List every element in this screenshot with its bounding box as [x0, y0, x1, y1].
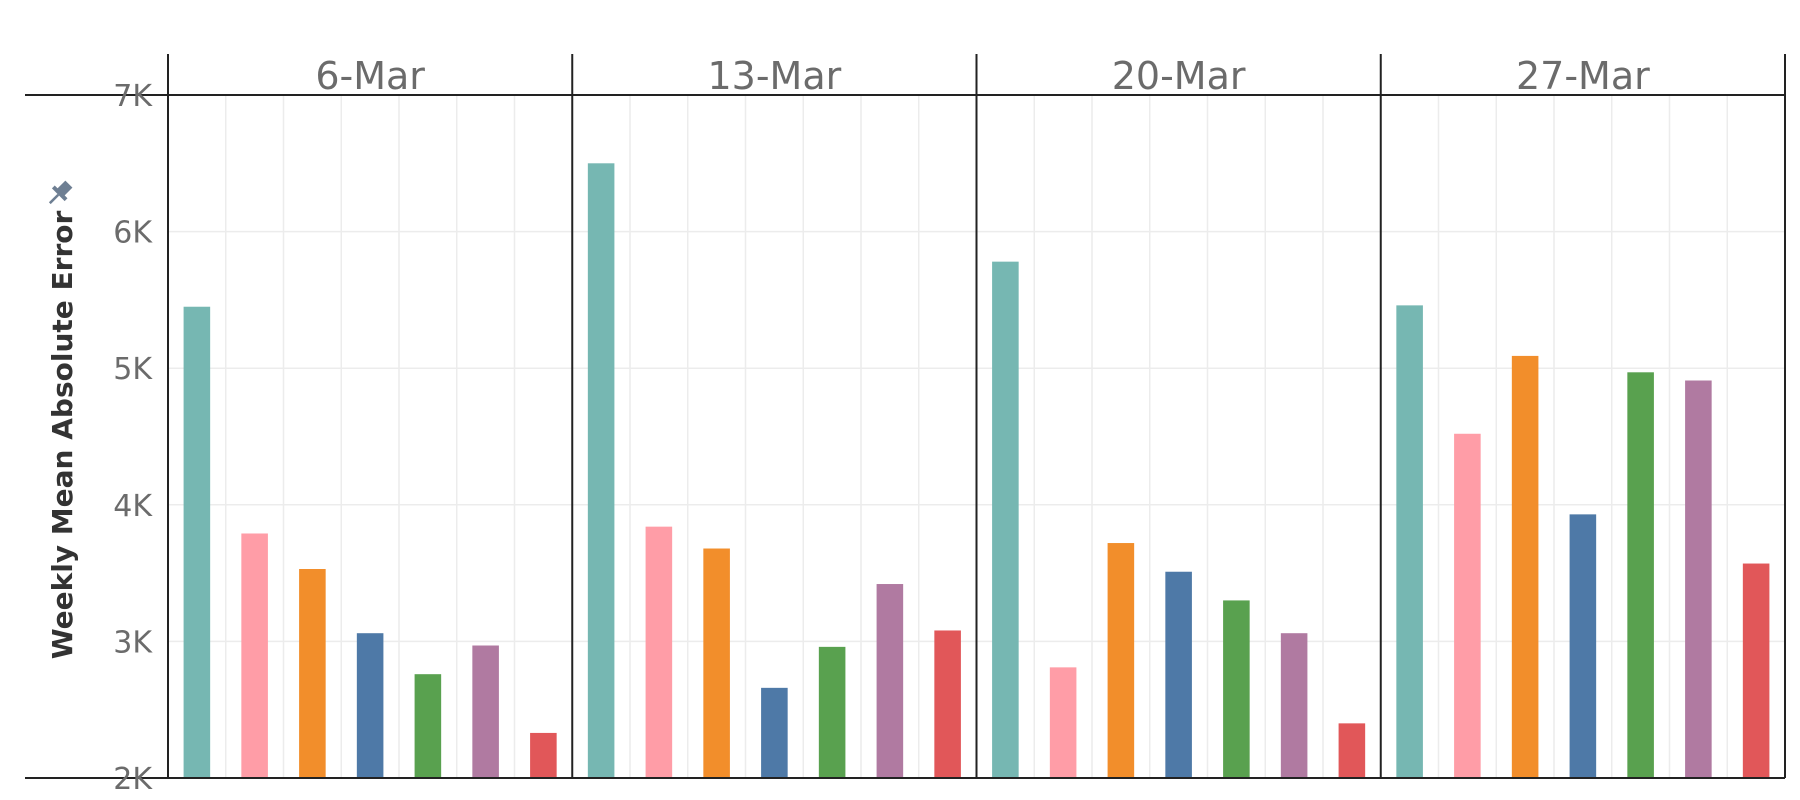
bar [472, 645, 499, 778]
bar [1454, 433, 1481, 778]
bar [241, 533, 268, 778]
y-tick-label: 6K [113, 216, 153, 251]
bar [992, 261, 1019, 779]
bar [1685, 380, 1712, 778]
bar [876, 584, 904, 778]
bar [183, 306, 211, 778]
bar [1569, 514, 1597, 778]
bar [1223, 600, 1250, 778]
bar [1107, 543, 1135, 778]
bar [818, 646, 846, 778]
panel-header-label: 13-Mar [707, 54, 841, 98]
bar [356, 633, 384, 778]
bar [587, 163, 615, 779]
bar [1338, 723, 1366, 778]
y-tick-label: 7K [113, 79, 153, 114]
bar [1396, 305, 1423, 778]
y-tick-label: 4K [113, 489, 153, 524]
y-tick-label: 5K [113, 352, 153, 387]
y-axis-title: Weekly Mean Absolute Error [46, 211, 79, 660]
bar [1511, 355, 1539, 778]
bar [1627, 372, 1654, 778]
frame-layer [25, 54, 1786, 779]
pin-icon[interactable] [43, 178, 75, 210]
panel-header-label: 6-Mar [315, 54, 425, 98]
bar [414, 674, 442, 778]
panel-header-label: 27-Mar [1516, 54, 1650, 98]
bar [299, 569, 326, 778]
y-tick-label: 2K [113, 762, 153, 797]
bar [530, 732, 557, 778]
labels-layer: Weekly Mean Absolute Error 2K 3K 4K 5K 6K 7K 6… [46, 54, 1650, 797]
y-tick-label: 3K [113, 625, 153, 660]
bar [1049, 667, 1077, 778]
bar [934, 630, 961, 778]
bars-layer [183, 163, 1770, 779]
bar [1280, 633, 1308, 778]
bar [1165, 571, 1192, 778]
bar [645, 526, 673, 778]
bar [761, 687, 788, 778]
bar [703, 548, 730, 778]
panel-header-label: 20-Mar [1112, 54, 1246, 98]
bar [1742, 563, 1770, 778]
